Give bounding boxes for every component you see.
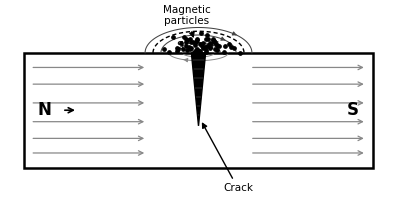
Text: N: N bbox=[211, 41, 220, 51]
Text: S: S bbox=[177, 41, 184, 51]
Bar bbox=[25, 53, 372, 168]
Text: Magnetic
particles: Magnetic particles bbox=[163, 5, 210, 37]
Text: N: N bbox=[37, 101, 51, 119]
Text: S: S bbox=[347, 101, 359, 119]
Polygon shape bbox=[191, 53, 206, 126]
Text: Crack: Crack bbox=[202, 123, 253, 193]
